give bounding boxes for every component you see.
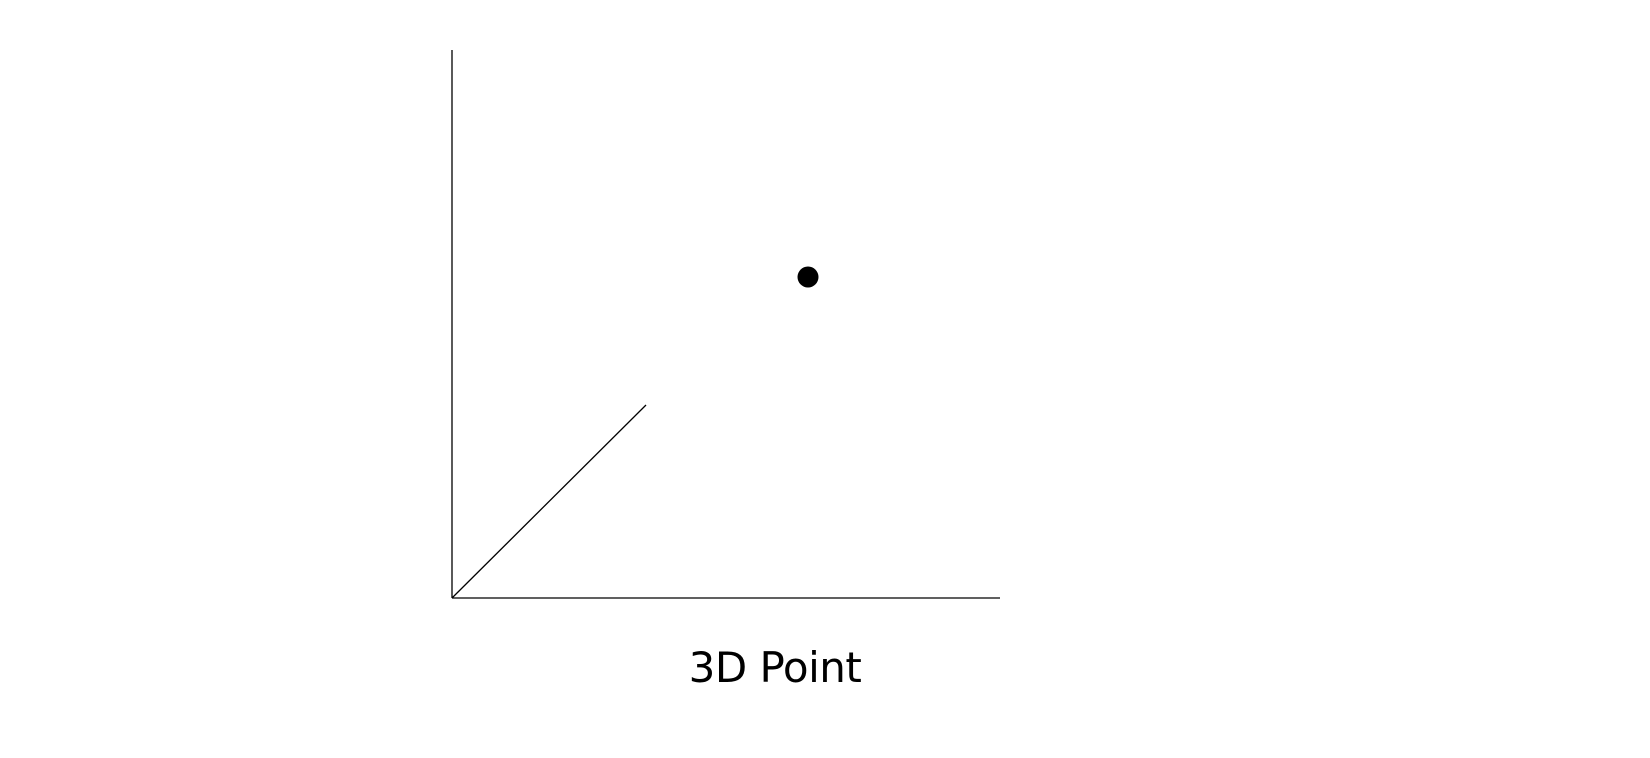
depth-axis	[451, 404, 647, 599]
point-marker	[797, 266, 819, 288]
diagram-caption: 3D Point	[688, 643, 862, 692]
